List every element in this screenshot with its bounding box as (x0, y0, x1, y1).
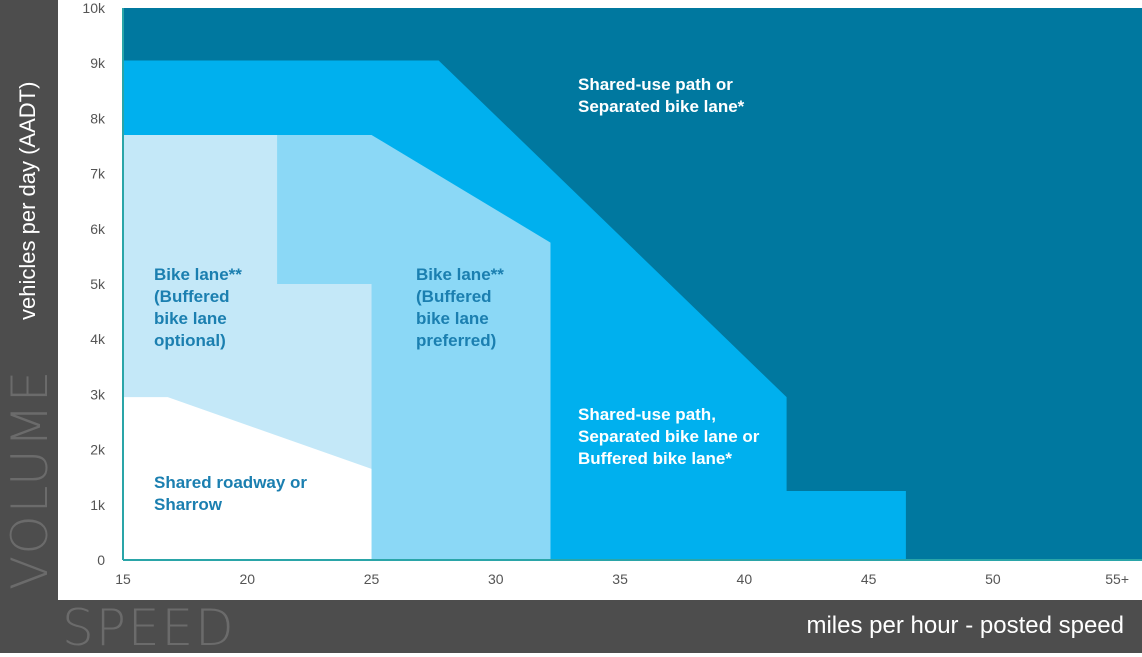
region-shared-roadway (123, 397, 372, 560)
y-tick-label: 2k (90, 442, 106, 458)
x-axis-label-band (0, 600, 1142, 653)
x-tick-label: 50 (985, 571, 1001, 587)
region-label-separated: Shared-use path or Separated bike lane* (578, 75, 745, 116)
region-label-line: (Buffered (154, 287, 230, 306)
region-label-line: Shared-use path, (578, 405, 716, 424)
x-tick-label: 35 (612, 571, 628, 587)
region-label-line: optional) (154, 331, 226, 350)
y-axis-label-band (0, 0, 58, 600)
region-label-bike-lane-optional: Bike lane** (Buffered bike lane optional) (154, 265, 242, 350)
x-tick-label: 40 (737, 571, 753, 587)
x-tick-label: 30 (488, 571, 504, 587)
region-label-line: Bike lane** (416, 265, 504, 284)
region-labels-layer: Shared-use path or Separated bike lane*Sh… (154, 75, 760, 514)
y-tick-label: 7k (90, 166, 106, 182)
region-label-bike-lane-preferred: Bike lane** (Buffered bike lane preferred) (416, 265, 504, 350)
region-label-line: bike lane (416, 309, 489, 328)
x-tick-label: 45 (861, 571, 877, 587)
region-label-line: Separated bike lane or (578, 427, 760, 446)
y-tick-label: 6k (90, 221, 106, 237)
x-tick-label: 25 (364, 571, 380, 587)
y-tick-label: 4k (90, 331, 106, 347)
region-label-line: bike lane (154, 309, 227, 328)
axes-layer: 15 20 25 30 35 40 45 50 55+ 0 1k 2k 3k 4k 5k 6k 7k 8k 9k 10… (82, 0, 1142, 587)
x-axis-title: miles per hour - posted speed (806, 612, 1124, 639)
y-tick-label: 8k (90, 110, 106, 126)
x-tick-label: 55+ (1105, 571, 1129, 587)
y-tick-label: 3k (90, 386, 106, 402)
region-label-line: preferred) (416, 331, 496, 350)
region-label-line: Sharrow (154, 495, 223, 514)
y-tick-label: 0 (97, 552, 105, 568)
region-label-line: (Buffered (416, 287, 492, 306)
y-tick-label: 10k (82, 0, 106, 16)
region-label-line: Shared roadway or (154, 473, 307, 492)
region-label-line: Buffered bike lane* (578, 449, 732, 468)
region-label-shared-roadway: Shared roadway or Sharrow (154, 473, 307, 514)
region-label-line: Separated bike lane* (578, 97, 745, 116)
x-axis-title-large: SPEED (62, 599, 236, 657)
regions-layer (123, 8, 1142, 560)
y-tick-label: 1k (90, 497, 106, 513)
y-tick-label: 5k (90, 276, 106, 292)
speed-volume-chart: Shared-use path or Separated bike lane*Sh… (82, 0, 1142, 587)
region-label-line: Shared-use path or (578, 75, 733, 94)
x-tick-label: 20 (239, 571, 255, 587)
region-label-buffered-mixed: Shared-use path, Separated bike lane or Bu… (578, 405, 760, 468)
x-tick-label: 15 (115, 571, 131, 587)
y-tick-label: 9k (90, 55, 106, 71)
region-label-line: Bike lane** (154, 265, 242, 284)
